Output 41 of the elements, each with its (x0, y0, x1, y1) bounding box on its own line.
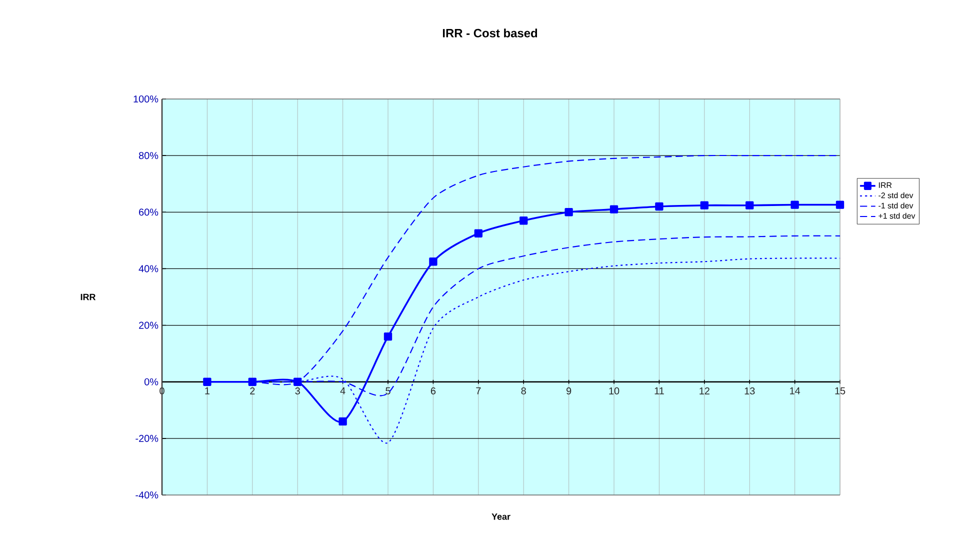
x-tick-label: 11 (654, 387, 664, 394)
point (564, 208, 573, 216)
y-tick-label: -20% (136, 434, 158, 442)
x-tick-label: 8 (521, 387, 526, 394)
y-tick-label: 100% (134, 95, 158, 103)
point (790, 200, 799, 209)
point (248, 378, 256, 386)
x-tick-label: 7 (476, 387, 481, 394)
y-tick-label: 80% (138, 152, 158, 160)
point (338, 417, 347, 426)
y-tick-label: 20% (139, 322, 158, 329)
x-axis-title: Year (492, 514, 510, 520)
chart-title: IRR - Cost based (442, 28, 538, 38)
x-tick-label: 6 (430, 387, 436, 394)
x-tick-label: 9 (566, 387, 572, 394)
x-tick-label: 4 (340, 387, 346, 394)
point (294, 378, 302, 386)
point (610, 205, 618, 214)
y-tick-label: 0% (144, 378, 158, 386)
point (700, 201, 708, 210)
point (836, 200, 844, 209)
y-tick-label: 60% (139, 208, 158, 216)
point (429, 258, 438, 266)
point (520, 216, 528, 225)
x-tick-label: 13 (744, 387, 755, 394)
point (746, 201, 754, 210)
y-tick-label: -40% (136, 491, 158, 499)
point (384, 332, 392, 341)
x-tick-label: 10 (609, 387, 620, 394)
point (655, 202, 664, 211)
x-tick-label: 1 (205, 387, 210, 394)
point (474, 229, 482, 238)
point (203, 378, 212, 386)
x-tick-label: 2 (250, 387, 255, 394)
x-tick-label: 14 (790, 387, 800, 394)
x-tick-label: 3 (295, 387, 300, 394)
y-axis-title: IRR (80, 294, 96, 300)
y-tick-label: 40% (138, 265, 158, 272)
x-tick-label: 5 (386, 387, 390, 394)
x-tick-label: 15 (835, 387, 846, 394)
x-tick-label: 12 (700, 387, 710, 394)
